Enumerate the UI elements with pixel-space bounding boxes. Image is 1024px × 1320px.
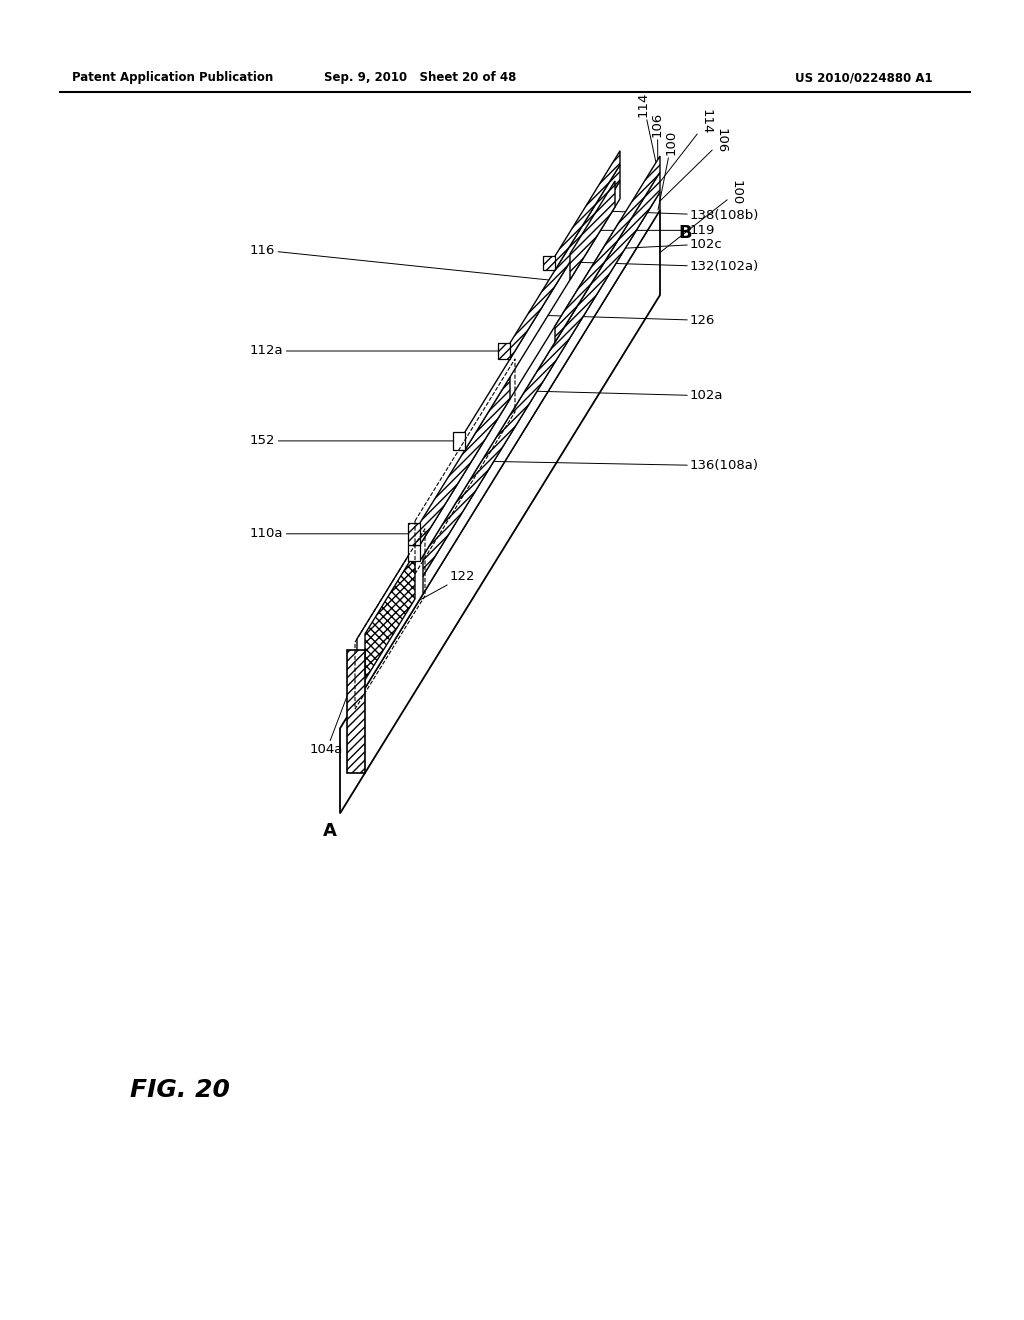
Text: 104a: 104a: [310, 669, 357, 756]
Text: A: A: [323, 822, 337, 841]
Text: 106: 106: [651, 112, 664, 191]
Text: 100: 100: [658, 129, 678, 210]
Polygon shape: [543, 256, 555, 271]
Polygon shape: [420, 220, 620, 561]
Polygon shape: [340, 210, 660, 813]
Text: 132(102a): 132(102a): [565, 260, 759, 273]
Text: 136(108a): 136(108a): [465, 459, 759, 473]
Polygon shape: [510, 165, 620, 359]
Text: FIG. 20: FIG. 20: [130, 1078, 230, 1102]
Text: 119: 119: [593, 224, 716, 236]
Polygon shape: [570, 181, 615, 280]
Polygon shape: [555, 150, 620, 271]
Text: 152: 152: [250, 434, 460, 447]
Text: 100: 100: [660, 180, 743, 252]
Text: Sep. 9, 2010   Sheet 20 of 48: Sep. 9, 2010 Sheet 20 of 48: [324, 71, 516, 84]
Text: 102c: 102c: [607, 238, 723, 251]
Polygon shape: [420, 378, 510, 545]
Polygon shape: [465, 181, 620, 450]
Polygon shape: [347, 649, 365, 774]
Text: B: B: [678, 224, 691, 243]
Polygon shape: [555, 156, 660, 342]
Polygon shape: [357, 532, 423, 701]
Polygon shape: [365, 172, 660, 671]
Text: 106: 106: [660, 128, 728, 201]
Text: 138(108b): 138(108b): [588, 209, 760, 222]
Text: 116: 116: [250, 244, 550, 280]
Text: 114: 114: [637, 91, 658, 172]
Text: US 2010/0224880 A1: US 2010/0224880 A1: [795, 71, 933, 84]
Text: 114: 114: [660, 110, 713, 182]
Text: 110a: 110a: [250, 527, 415, 540]
Polygon shape: [365, 553, 415, 680]
Text: 122: 122: [390, 570, 475, 616]
Polygon shape: [453, 432, 465, 450]
Text: Patent Application Publication: Patent Application Publication: [72, 71, 273, 84]
Text: 112a: 112a: [250, 345, 505, 358]
Polygon shape: [408, 523, 420, 545]
Polygon shape: [352, 191, 660, 709]
Polygon shape: [498, 343, 510, 359]
Polygon shape: [408, 545, 420, 561]
Text: 126: 126: [543, 314, 716, 327]
Text: 102a: 102a: [520, 389, 724, 403]
